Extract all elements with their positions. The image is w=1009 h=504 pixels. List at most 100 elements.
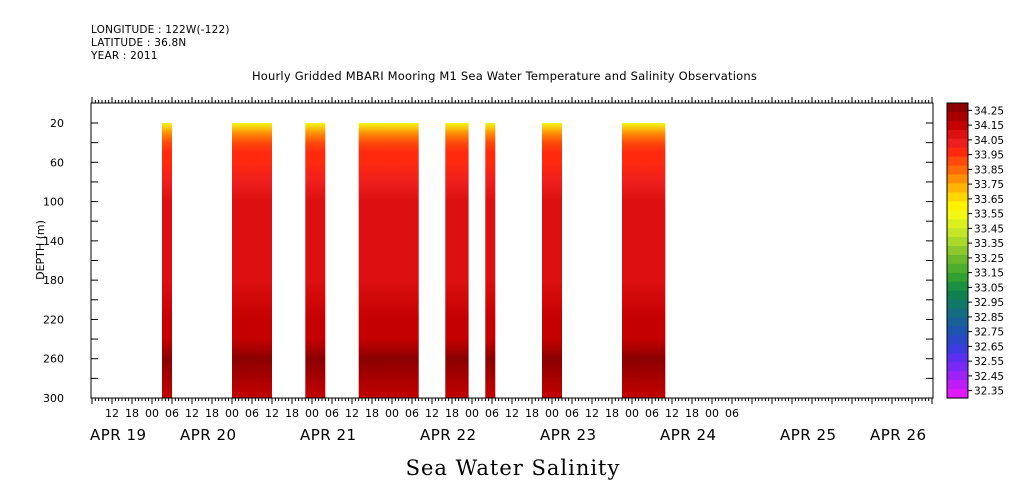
date-label: APR 23 <box>540 426 597 444</box>
colorbar-swatch <box>947 192 968 202</box>
colorbar-swatch <box>947 103 968 113</box>
colorbar-frame <box>946 102 969 399</box>
x-tick-label: 12 <box>265 407 279 420</box>
x-tick-label: 00 <box>225 407 239 420</box>
x-tick-label: 12 <box>665 407 679 420</box>
data-segments-layer <box>162 123 666 398</box>
colorbar-swatch <box>947 353 968 363</box>
colorbar-label: 32.35 <box>974 386 1004 398</box>
colorbar-label: 32.75 <box>974 327 1004 339</box>
x-tick-label: 12 <box>185 407 199 420</box>
colorbar-label: 33.05 <box>974 282 1004 294</box>
axes-layer <box>91 97 933 404</box>
y-tick-label: 140 <box>43 235 64 248</box>
x-tick-label: 00 <box>705 407 719 420</box>
colorbar-label: 33.25 <box>974 253 1004 265</box>
longitude-label: LONGITUDE : 122W(-122) <box>91 24 230 36</box>
x-tick-label: 18 <box>685 407 699 420</box>
y-tick-label: 20 <box>50 117 64 130</box>
latitude-label: LATITUDE : 36.8N <box>91 37 187 49</box>
x-tick-label: 06 <box>325 407 339 420</box>
colorbar-swatch <box>947 371 968 381</box>
x-tick-label: 18 <box>205 407 219 420</box>
colorbar-swatch <box>947 156 968 167</box>
date-label: APR 21 <box>300 426 357 444</box>
data-segment <box>162 123 172 398</box>
y-tick-label: 60 <box>50 156 64 169</box>
colorbar-label: 33.45 <box>974 223 1004 235</box>
x-tick-label: 18 <box>605 407 619 420</box>
colorbar-swatch <box>947 281 968 292</box>
x-tick-label: 00 <box>385 407 399 420</box>
colorbar-label: 34.25 <box>974 105 1004 117</box>
variable-title: Sea Water Salinity <box>406 456 621 480</box>
data-segment <box>622 123 666 398</box>
colorbar-label: 32.55 <box>974 356 1004 368</box>
date-label: APR 24 <box>660 426 717 444</box>
colorbar-swatch <box>947 138 968 149</box>
x-tick-label: 06 <box>725 407 739 420</box>
data-segment <box>485 123 496 398</box>
date-label: APR 26 <box>870 426 927 444</box>
colorbar-label: 33.65 <box>974 194 1004 206</box>
colorbar-swatch <box>947 344 968 354</box>
colorbar-label: 34.05 <box>974 135 1004 147</box>
colorbar-swatch <box>947 246 968 256</box>
x-tick-label: 00 <box>625 407 639 420</box>
colorbar-swatch <box>947 120 968 131</box>
date-label: APR 22 <box>420 426 477 444</box>
x-tick-label: 06 <box>565 407 579 420</box>
colorbar-swatch <box>947 254 968 265</box>
plot-frame <box>90 102 934 399</box>
data-segment <box>358 123 419 398</box>
colorbar-swatch <box>947 219 968 229</box>
colorbar-label: 32.95 <box>974 297 1004 309</box>
colorbar: 34.25 34.15 34.05 33.95 33.85 33.75 33.65 33.55… <box>946 102 1004 399</box>
colorbar-swatch <box>947 111 968 122</box>
x-tick-label: 06 <box>245 407 259 420</box>
colorbar-swatch <box>947 290 968 301</box>
colorbar-swatch <box>947 147 968 158</box>
labels-layer: 12 18 00 06 12 18 00 06 12 18 00 06 12 18 00 06 12 18 00 06… <box>43 117 927 444</box>
x-tick-label: 18 <box>445 407 459 420</box>
x-tick-label: 18 <box>125 407 139 420</box>
x-tick-label: 18 <box>365 407 379 420</box>
colorbar-swatch <box>947 129 968 140</box>
colorbar-label: 33.95 <box>974 150 1004 162</box>
colorbar-swatch <box>947 210 968 220</box>
colorbar-label: 33.85 <box>974 164 1004 176</box>
colorbar-swatch <box>947 308 968 319</box>
colorbar-swatch <box>947 174 968 185</box>
colorbar-swatch <box>947 362 968 372</box>
colorbar-swatch <box>947 380 968 390</box>
colorbar-label: 33.55 <box>974 209 1004 221</box>
x-tick-label: 00 <box>305 407 319 420</box>
y-tick-label: 300 <box>43 392 64 405</box>
colorbar-label: 33.75 <box>974 179 1004 191</box>
colorbar-swatch <box>947 326 968 337</box>
y-tick-label: 180 <box>43 274 64 287</box>
x-tick-label: 06 <box>405 407 419 420</box>
y-tick-label: 260 <box>43 353 64 366</box>
colorbar-swatch <box>947 263 968 274</box>
colorbar-label: 34.15 <box>974 120 1004 132</box>
data-segment <box>445 123 469 398</box>
colorbar-label: 33.35 <box>974 238 1004 250</box>
x-tick-label: 06 <box>165 407 179 420</box>
colorbar-label: 32.65 <box>974 341 1004 353</box>
x-tick-label: 12 <box>505 407 519 420</box>
x-tick-label: 12 <box>585 407 599 420</box>
x-tick-label: 00 <box>545 407 559 420</box>
x-tick-label: 18 <box>285 407 299 420</box>
colorbar-swatch <box>947 389 968 399</box>
colorbar-swatch <box>947 228 968 238</box>
colorbar-swatch <box>947 335 968 345</box>
x-tick-label: 06 <box>485 407 499 420</box>
x-tick-label: 18 <box>525 407 539 420</box>
colorbar-swatch <box>947 237 968 247</box>
date-label: APR 20 <box>180 426 237 444</box>
chart-title: Hourly Gridded MBARI Mooring M1 Sea Wate… <box>251 69 758 83</box>
colorbar-swatch <box>947 165 968 176</box>
data-segment <box>305 123 326 398</box>
